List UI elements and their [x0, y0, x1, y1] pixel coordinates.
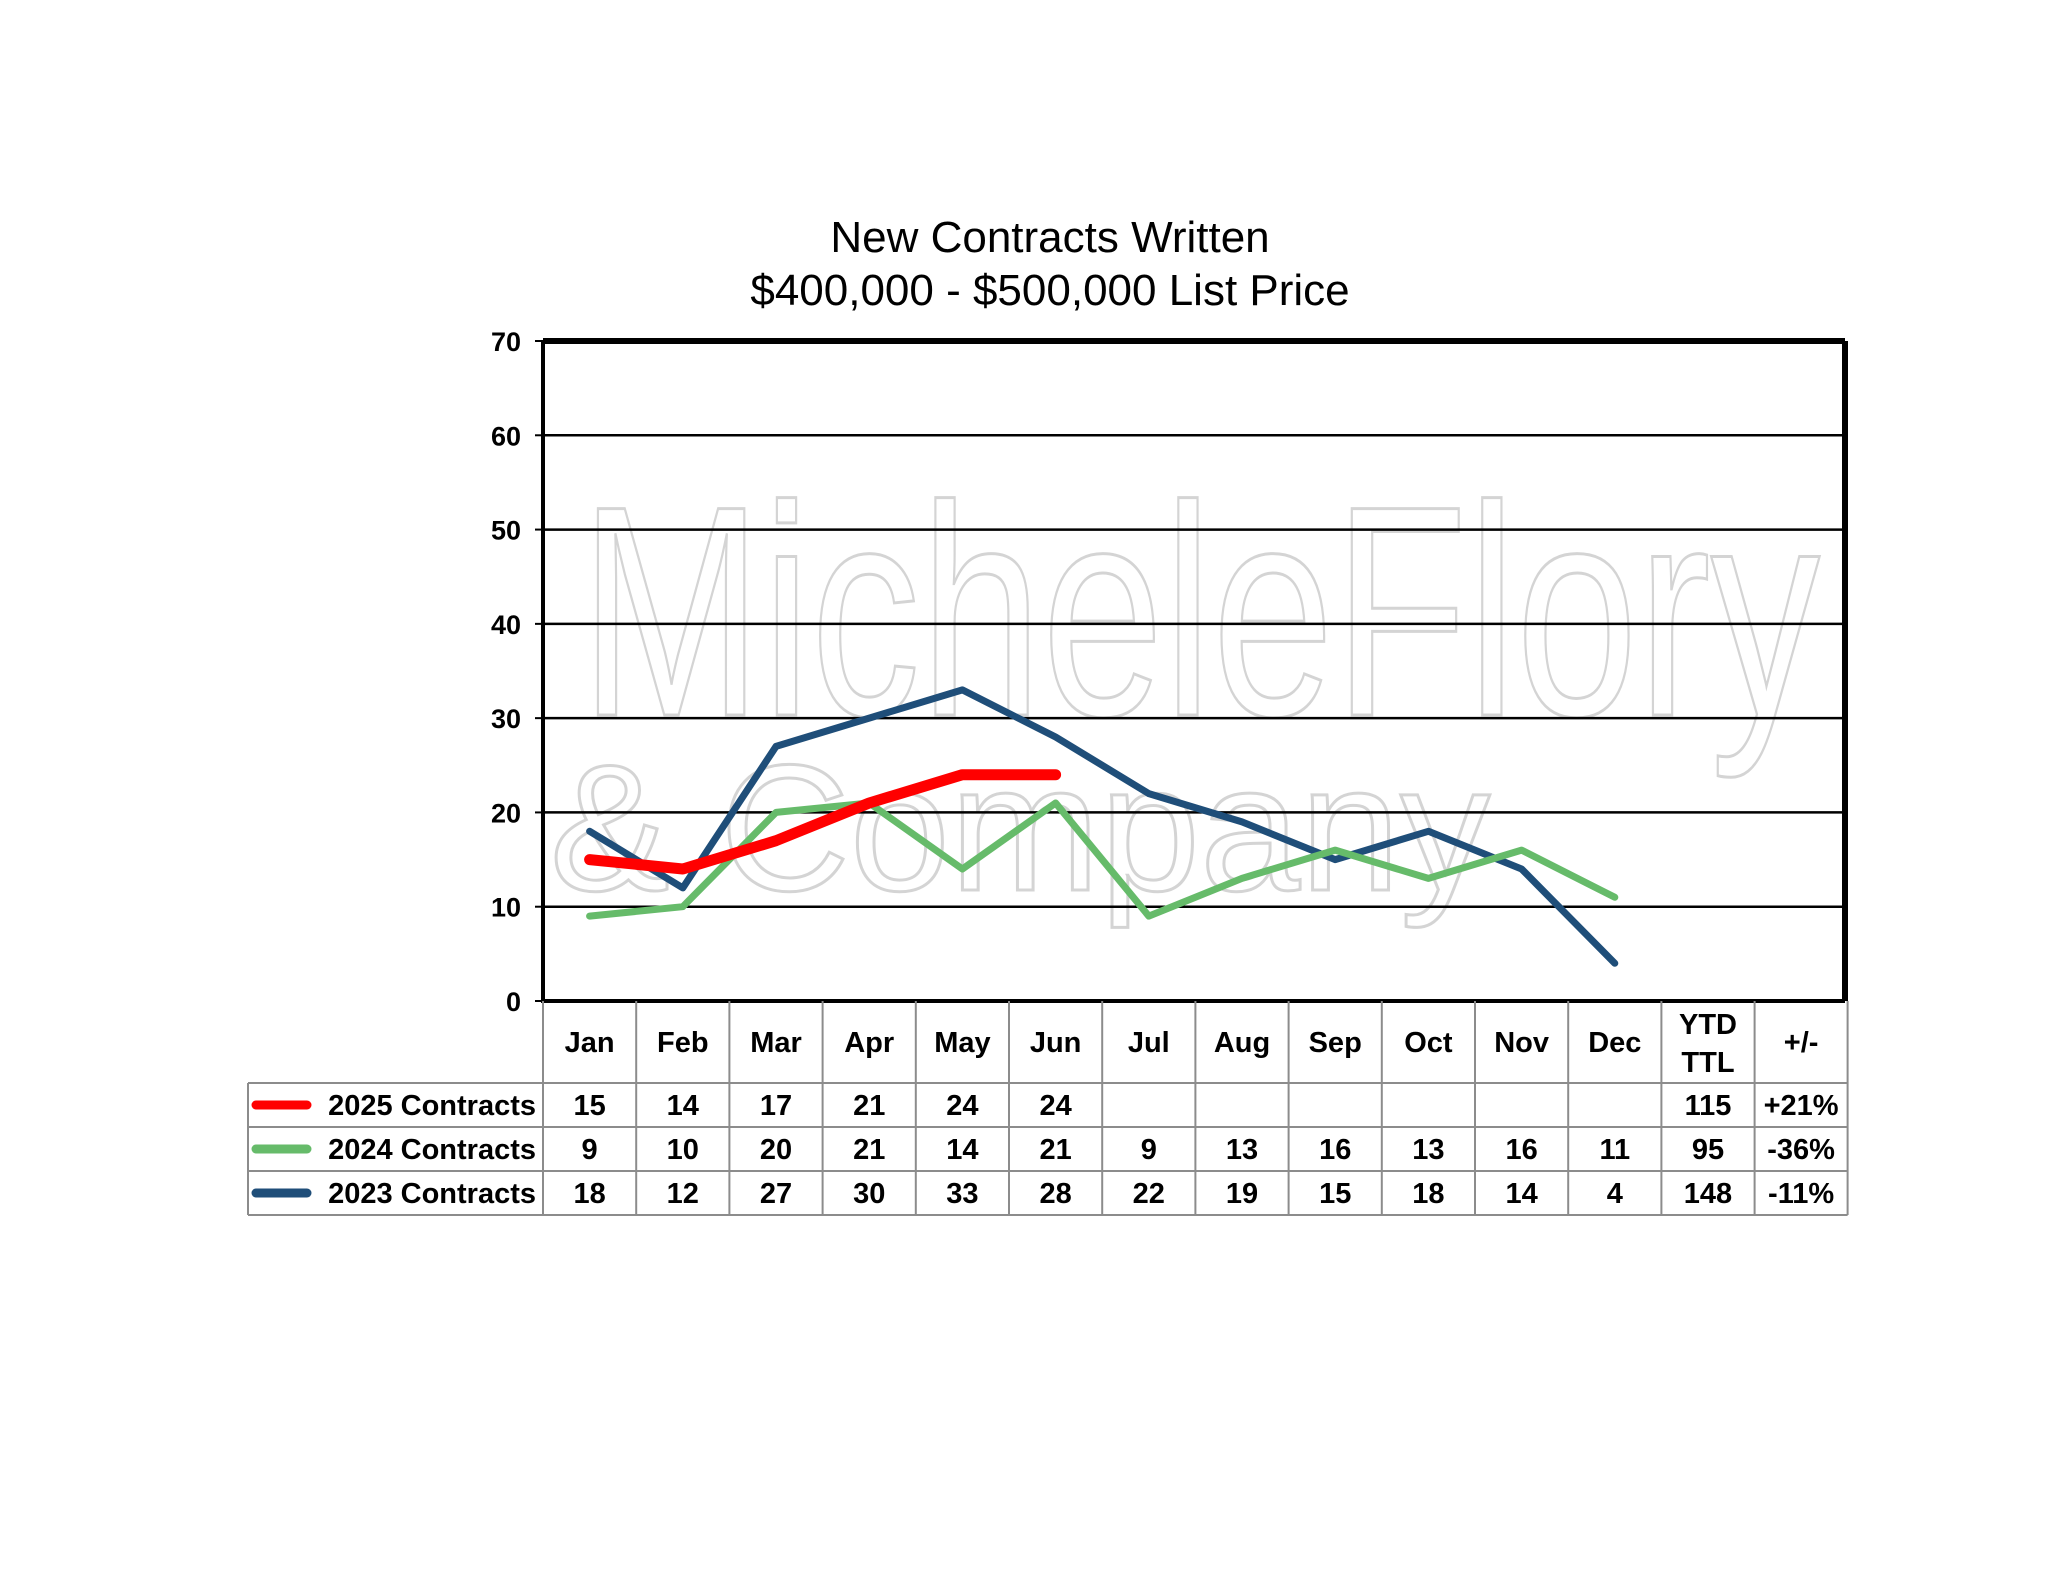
table-cell: 16: [1319, 1134, 1351, 1166]
table-header-sep: Sep: [1309, 1027, 1362, 1059]
table-cell: 20: [760, 1134, 792, 1166]
table-cell: 13: [1412, 1134, 1444, 1166]
ytick-label-60: 60: [491, 421, 521, 451]
table-cell: 10: [667, 1134, 699, 1166]
table-cell: 21: [853, 1090, 885, 1122]
table-header-ytd: YTD: [1679, 1009, 1737, 1041]
table-cell: 16: [1505, 1134, 1537, 1166]
table-cell-total: 148: [1684, 1178, 1732, 1210]
table-header-feb: Feb: [657, 1027, 709, 1059]
table-header-ttl: TTL: [1681, 1047, 1734, 1079]
table-cell: 18: [1412, 1178, 1444, 1210]
table-header-change: +/-: [1784, 1027, 1819, 1059]
ytick-label-10: 10: [491, 893, 521, 923]
table-header-jul: Jul: [1128, 1027, 1170, 1059]
data-table: Jan Feb Mar Apr May Jun Jul Aug Sep Oct Nov Dec YTD T…: [247, 1001, 1849, 1216]
table-cell: 4: [1607, 1178, 1623, 1210]
table-cell-total: 95: [1692, 1134, 1724, 1166]
table-cell: 11: [1599, 1134, 1630, 1166]
table-cell: 17: [760, 1090, 792, 1122]
series-lines: [584, 686, 1619, 967]
table-cell: 24: [946, 1090, 978, 1122]
table-cell: 13: [1226, 1134, 1258, 1166]
table-cell-total: 115: [1685, 1090, 1732, 1122]
table-cell: 12: [667, 1178, 699, 1210]
table-cell: 24: [1039, 1090, 1071, 1122]
table-header-oct: Oct: [1404, 1027, 1453, 1059]
legend-label-2025-contracts: 2025 Contracts: [328, 1090, 536, 1122]
table-cell: 27: [760, 1178, 792, 1210]
grid-lines: [543, 434, 1845, 908]
y-axis: 0 10 20 30 40 50 60 70: [491, 327, 543, 1017]
table-cell-change: +21%: [1764, 1090, 1839, 1122]
chart-title: New Contracts Written: [830, 213, 1269, 262]
series-line-2024-contracts: [586, 799, 1619, 920]
table-header-nov: Nov: [1494, 1027, 1549, 1059]
table-header-apr: Apr: [844, 1027, 894, 1059]
table-cell: 15: [1319, 1178, 1351, 1210]
ytick-label-70: 70: [491, 327, 521, 357]
legend-label-2023-contracts: 2023 Contracts: [328, 1178, 536, 1210]
table-cell: 21: [853, 1134, 885, 1166]
table-cell: 22: [1133, 1178, 1165, 1210]
ytick-label-30: 30: [491, 704, 521, 734]
table-cell: 18: [573, 1178, 605, 1210]
series-line-2023-contracts: [586, 686, 1619, 967]
table-cell: 14: [946, 1134, 978, 1166]
ytick-label-0: 0: [506, 987, 521, 1017]
chart-subtitle: $400,000 - $500,000 List Price: [750, 266, 1349, 315]
table-header-mar: Mar: [750, 1027, 802, 1059]
table-cell: 28: [1039, 1178, 1071, 1210]
table-header-may: May: [934, 1027, 990, 1059]
table-cell: 15: [573, 1090, 605, 1122]
table-header-jan: Jan: [565, 1027, 615, 1059]
table-header-dec: Dec: [1588, 1027, 1641, 1059]
watermark-line1: MicheleFlory: [580, 443, 1820, 781]
table-cell: 33: [946, 1178, 978, 1210]
table-header-jun: Jun: [1030, 1027, 1082, 1059]
ytick-label-50: 50: [491, 516, 521, 546]
table-cell: 14: [667, 1090, 699, 1122]
table-cell: 14: [1505, 1178, 1537, 1210]
ytick-label-40: 40: [491, 610, 521, 640]
table-cell: 19: [1226, 1178, 1258, 1210]
table-cell: 30: [853, 1178, 885, 1210]
table-cell: 9: [582, 1134, 598, 1166]
table-header-aug: Aug: [1214, 1027, 1270, 1059]
table-cell-change: -36%: [1767, 1134, 1835, 1166]
table-cell-change: -11%: [1768, 1178, 1834, 1210]
table-cell: 21: [1039, 1134, 1071, 1166]
plot-frame: [541, 338, 1848, 1003]
legend-label-2024-contracts: 2024 Contracts: [328, 1134, 536, 1166]
table-cell: 9: [1141, 1134, 1157, 1166]
ytick-label-20: 20: [491, 798, 521, 828]
series-line-2025-contracts: [584, 769, 1062, 875]
